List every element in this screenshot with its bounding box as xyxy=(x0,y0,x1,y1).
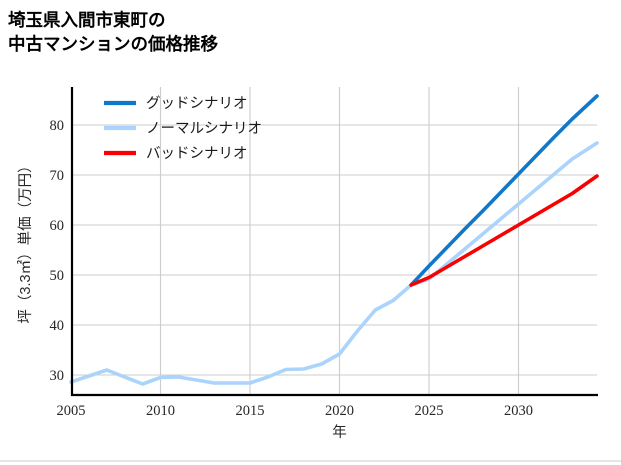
y-axis-tick-labels: 80 70 60 50 40 30 xyxy=(50,118,65,384)
x-tick-label-2005: 2005 xyxy=(57,403,86,419)
x-axis-tick-labels: 2005 2010 2015 2020 2025 2030 xyxy=(57,403,534,419)
horizontal-gridlines xyxy=(71,124,597,376)
x-tick-label-2025: 2025 xyxy=(415,403,444,419)
x-tick-label-2020: 2020 xyxy=(325,403,354,419)
legend-label-normal: ノーマルシナリオ xyxy=(146,121,262,137)
y-tick-label-30: 30 xyxy=(50,368,65,384)
vertical-gridlines xyxy=(159,87,520,396)
plot-spines xyxy=(70,87,598,397)
series-line-bad xyxy=(409,174,599,287)
legend-label-good: グッドシナリオ xyxy=(146,95,248,112)
data-series-group xyxy=(69,94,599,386)
x-tick-label-2010: 2010 xyxy=(146,403,175,419)
y-tick-label-40: 40 xyxy=(50,318,65,334)
legend-label-bad: バッドシナリオ xyxy=(146,146,248,162)
y-tick-label-50: 50 xyxy=(50,268,65,284)
x-tick-label-2015: 2015 xyxy=(236,403,265,419)
series-line-normal xyxy=(69,141,599,386)
series-line-good xyxy=(409,94,599,287)
y-axis-title: 坪（3.3㎡）単価（万円） xyxy=(17,158,34,323)
x-tick-label-2030: 2030 xyxy=(504,403,533,419)
y-tick-label-60: 60 xyxy=(50,218,65,234)
chart-legend: グッドシナリオ ノーマルシナリオ バッドシナリオ xyxy=(104,95,262,162)
x-axis-title: 年 xyxy=(332,424,347,441)
y-tick-label-80: 80 xyxy=(50,118,65,134)
page-title: 埼玉県入間市東町の 中古マンションの価格推移 xyxy=(8,10,218,55)
y-tick-label-70: 70 xyxy=(50,168,65,184)
